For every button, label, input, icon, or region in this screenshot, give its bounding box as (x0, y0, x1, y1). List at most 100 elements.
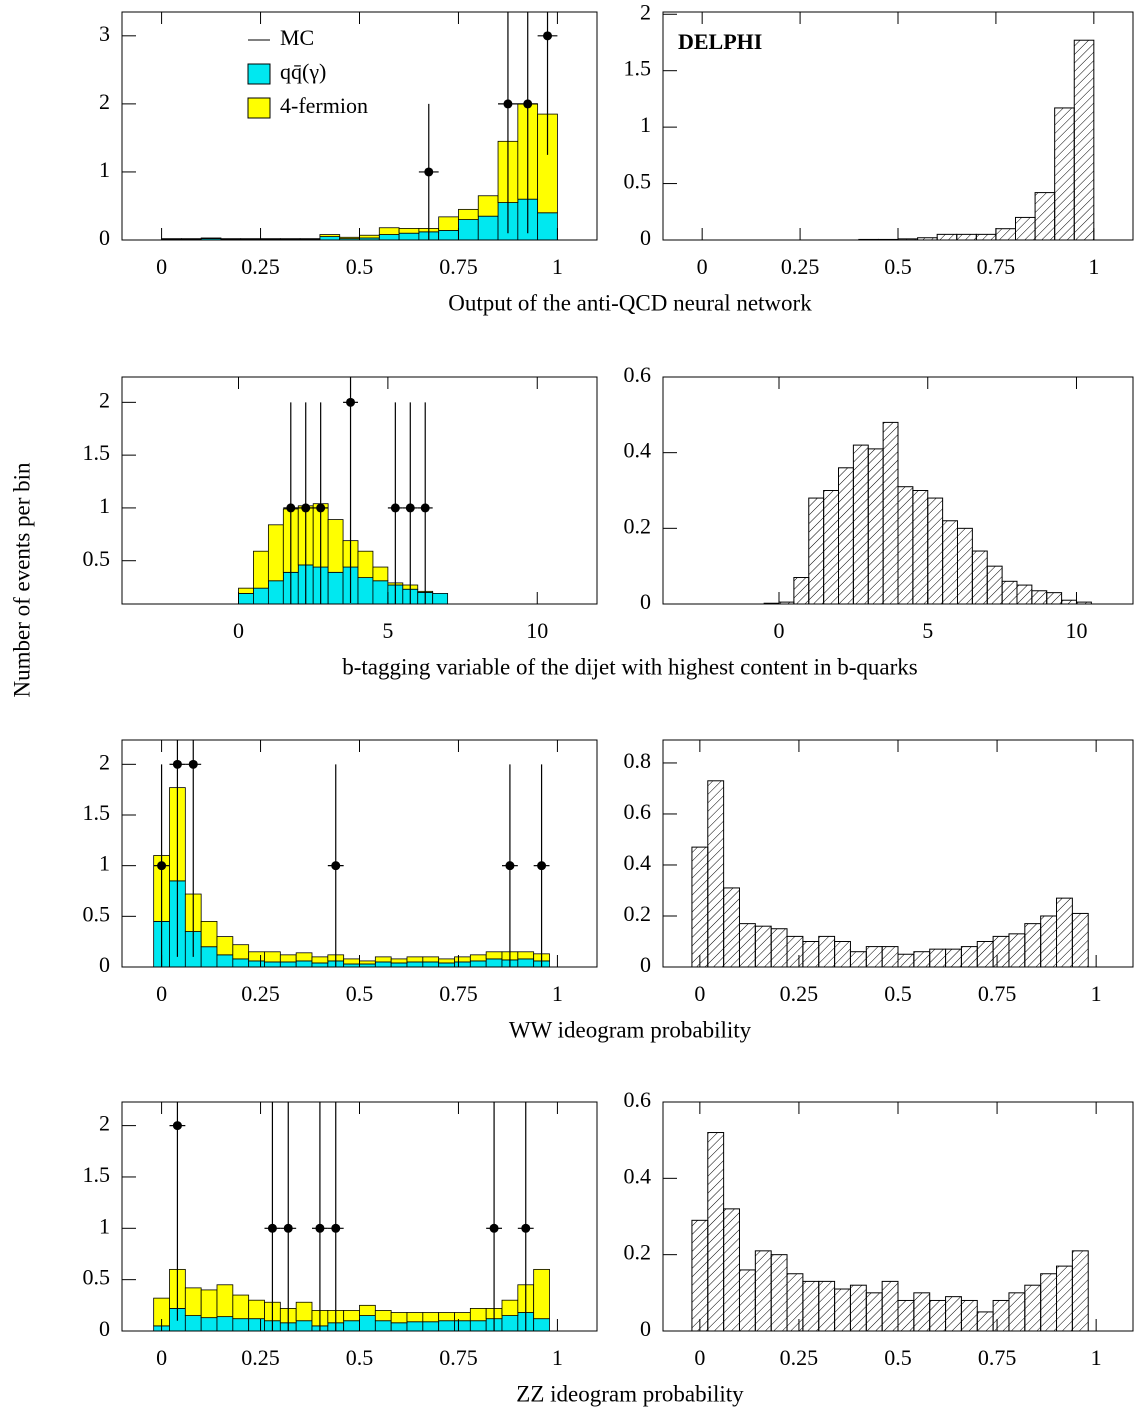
stacked-bar (477, 195, 499, 217)
hatched-bar (1008, 1292, 1026, 1331)
hatched-bar (867, 448, 884, 604)
stacked-bar (454, 956, 471, 963)
y-tick-label: 3 (99, 21, 110, 46)
data-point (283, 1223, 293, 1233)
hatched-bar (1054, 107, 1075, 240)
stacked-bar (359, 1315, 376, 1331)
hatched-bar (738, 1269, 756, 1331)
stacked-bar (253, 550, 269, 589)
x-tick-label: 0.75 (439, 981, 478, 1006)
legend-label: MC (280, 25, 314, 50)
stacked-bar (311, 962, 329, 967)
legend-label: qq̄(γ) (280, 59, 326, 84)
data-point (172, 1121, 182, 1131)
stacked-bar (422, 956, 440, 963)
stacked-bar (406, 1321, 424, 1331)
y-tick-label: 0 (640, 225, 651, 250)
hatched-bar (1071, 1250, 1089, 1331)
plot-area (691, 780, 1089, 967)
stacked-bar (398, 232, 420, 240)
hatched-bar (865, 946, 883, 967)
stacked-bar (232, 1318, 250, 1331)
stacked-bar (200, 237, 222, 240)
stacked-bar (232, 1294, 250, 1320)
stacked-bar (200, 920, 218, 948)
hatched-bar (802, 1280, 820, 1331)
hatched-bar (1024, 1284, 1042, 1331)
hatched-bar (1001, 580, 1018, 604)
hatched-bar (976, 1311, 994, 1331)
y-tick-label: 0.6 (624, 362, 652, 387)
hatched-bar (992, 1299, 1010, 1331)
stacked-bar (501, 1299, 519, 1316)
stacked-bar (378, 227, 400, 235)
hatched-bar (754, 1250, 772, 1331)
stacked-bar (248, 951, 265, 962)
y-tick-label: 1.5 (83, 1162, 111, 1187)
hatched-bar (882, 421, 899, 604)
stacked-bar (357, 550, 374, 579)
stacked-bar (406, 1312, 424, 1323)
stacked-bar (517, 951, 535, 960)
stacked-bar (454, 1320, 471, 1331)
stacked-bar (180, 238, 202, 240)
x-tick-label: 0.5 (346, 981, 374, 1006)
hatched-bar (849, 1284, 867, 1331)
x-tick-label: 5 (382, 618, 393, 643)
hatched-bar (808, 497, 825, 604)
y-tick-label: 0.5 (83, 901, 111, 926)
stacked-bar (248, 1299, 265, 1320)
plot-area (161, 12, 558, 240)
legend-label: 4-fermion (280, 93, 368, 118)
x-tick-label: 0.5 (346, 1345, 374, 1370)
y-tick-label: 0.4 (624, 438, 652, 463)
stacked-bar (374, 961, 392, 967)
hatched-bar (976, 940, 994, 967)
hatched-bar (786, 1273, 804, 1331)
stacked-bar (533, 1268, 550, 1320)
stacked-bar (232, 944, 250, 960)
data-point (157, 861, 167, 871)
hatched-bar (738, 923, 756, 967)
stacked-bar (299, 238, 321, 240)
stacked-bar (238, 587, 254, 594)
stacked-bar (295, 1301, 313, 1322)
hatched-bar (956, 233, 977, 240)
hatched-bar (865, 1292, 883, 1331)
legend-swatch (247, 97, 271, 119)
data-point (523, 99, 533, 109)
hatched-bar (960, 946, 978, 967)
hatched-bar (913, 1292, 931, 1331)
y-tick-label: 0 (99, 225, 110, 250)
stacked-bar (279, 238, 301, 240)
hatched-bar (956, 527, 973, 604)
hatched-bar (707, 1132, 725, 1331)
stacked-bar (295, 952, 313, 962)
y-tick-label: 0.4 (624, 850, 652, 875)
hatched-bar (1056, 897, 1073, 967)
stacked-bar (359, 960, 376, 965)
hatched-bar (936, 233, 958, 240)
hatched-bar (786, 935, 804, 967)
hatched-bar (945, 948, 962, 967)
legend-swatch (247, 63, 271, 85)
hatched-bar (881, 1280, 899, 1331)
y-tick-label: 1 (99, 493, 110, 518)
plot-area (238, 377, 449, 604)
stacked-bar (454, 961, 471, 967)
stacked-bar (327, 519, 344, 573)
hatched-bar (960, 1299, 978, 1331)
stacked-bar (438, 962, 455, 967)
x-tick-label: 0.25 (780, 1345, 819, 1370)
y-tick-label: 0.6 (624, 1087, 652, 1112)
data-point (537, 861, 547, 871)
x-tick-label: 1 (552, 1345, 563, 1370)
stacked-bar (422, 961, 440, 967)
stacked-bar (279, 954, 297, 963)
x-tick-label: 0 (233, 618, 244, 643)
x-tick-label: 0 (156, 1345, 167, 1370)
hatched-bar (1046, 592, 1063, 604)
hatched-bar (823, 490, 840, 604)
hatched-bar (691, 1219, 709, 1331)
